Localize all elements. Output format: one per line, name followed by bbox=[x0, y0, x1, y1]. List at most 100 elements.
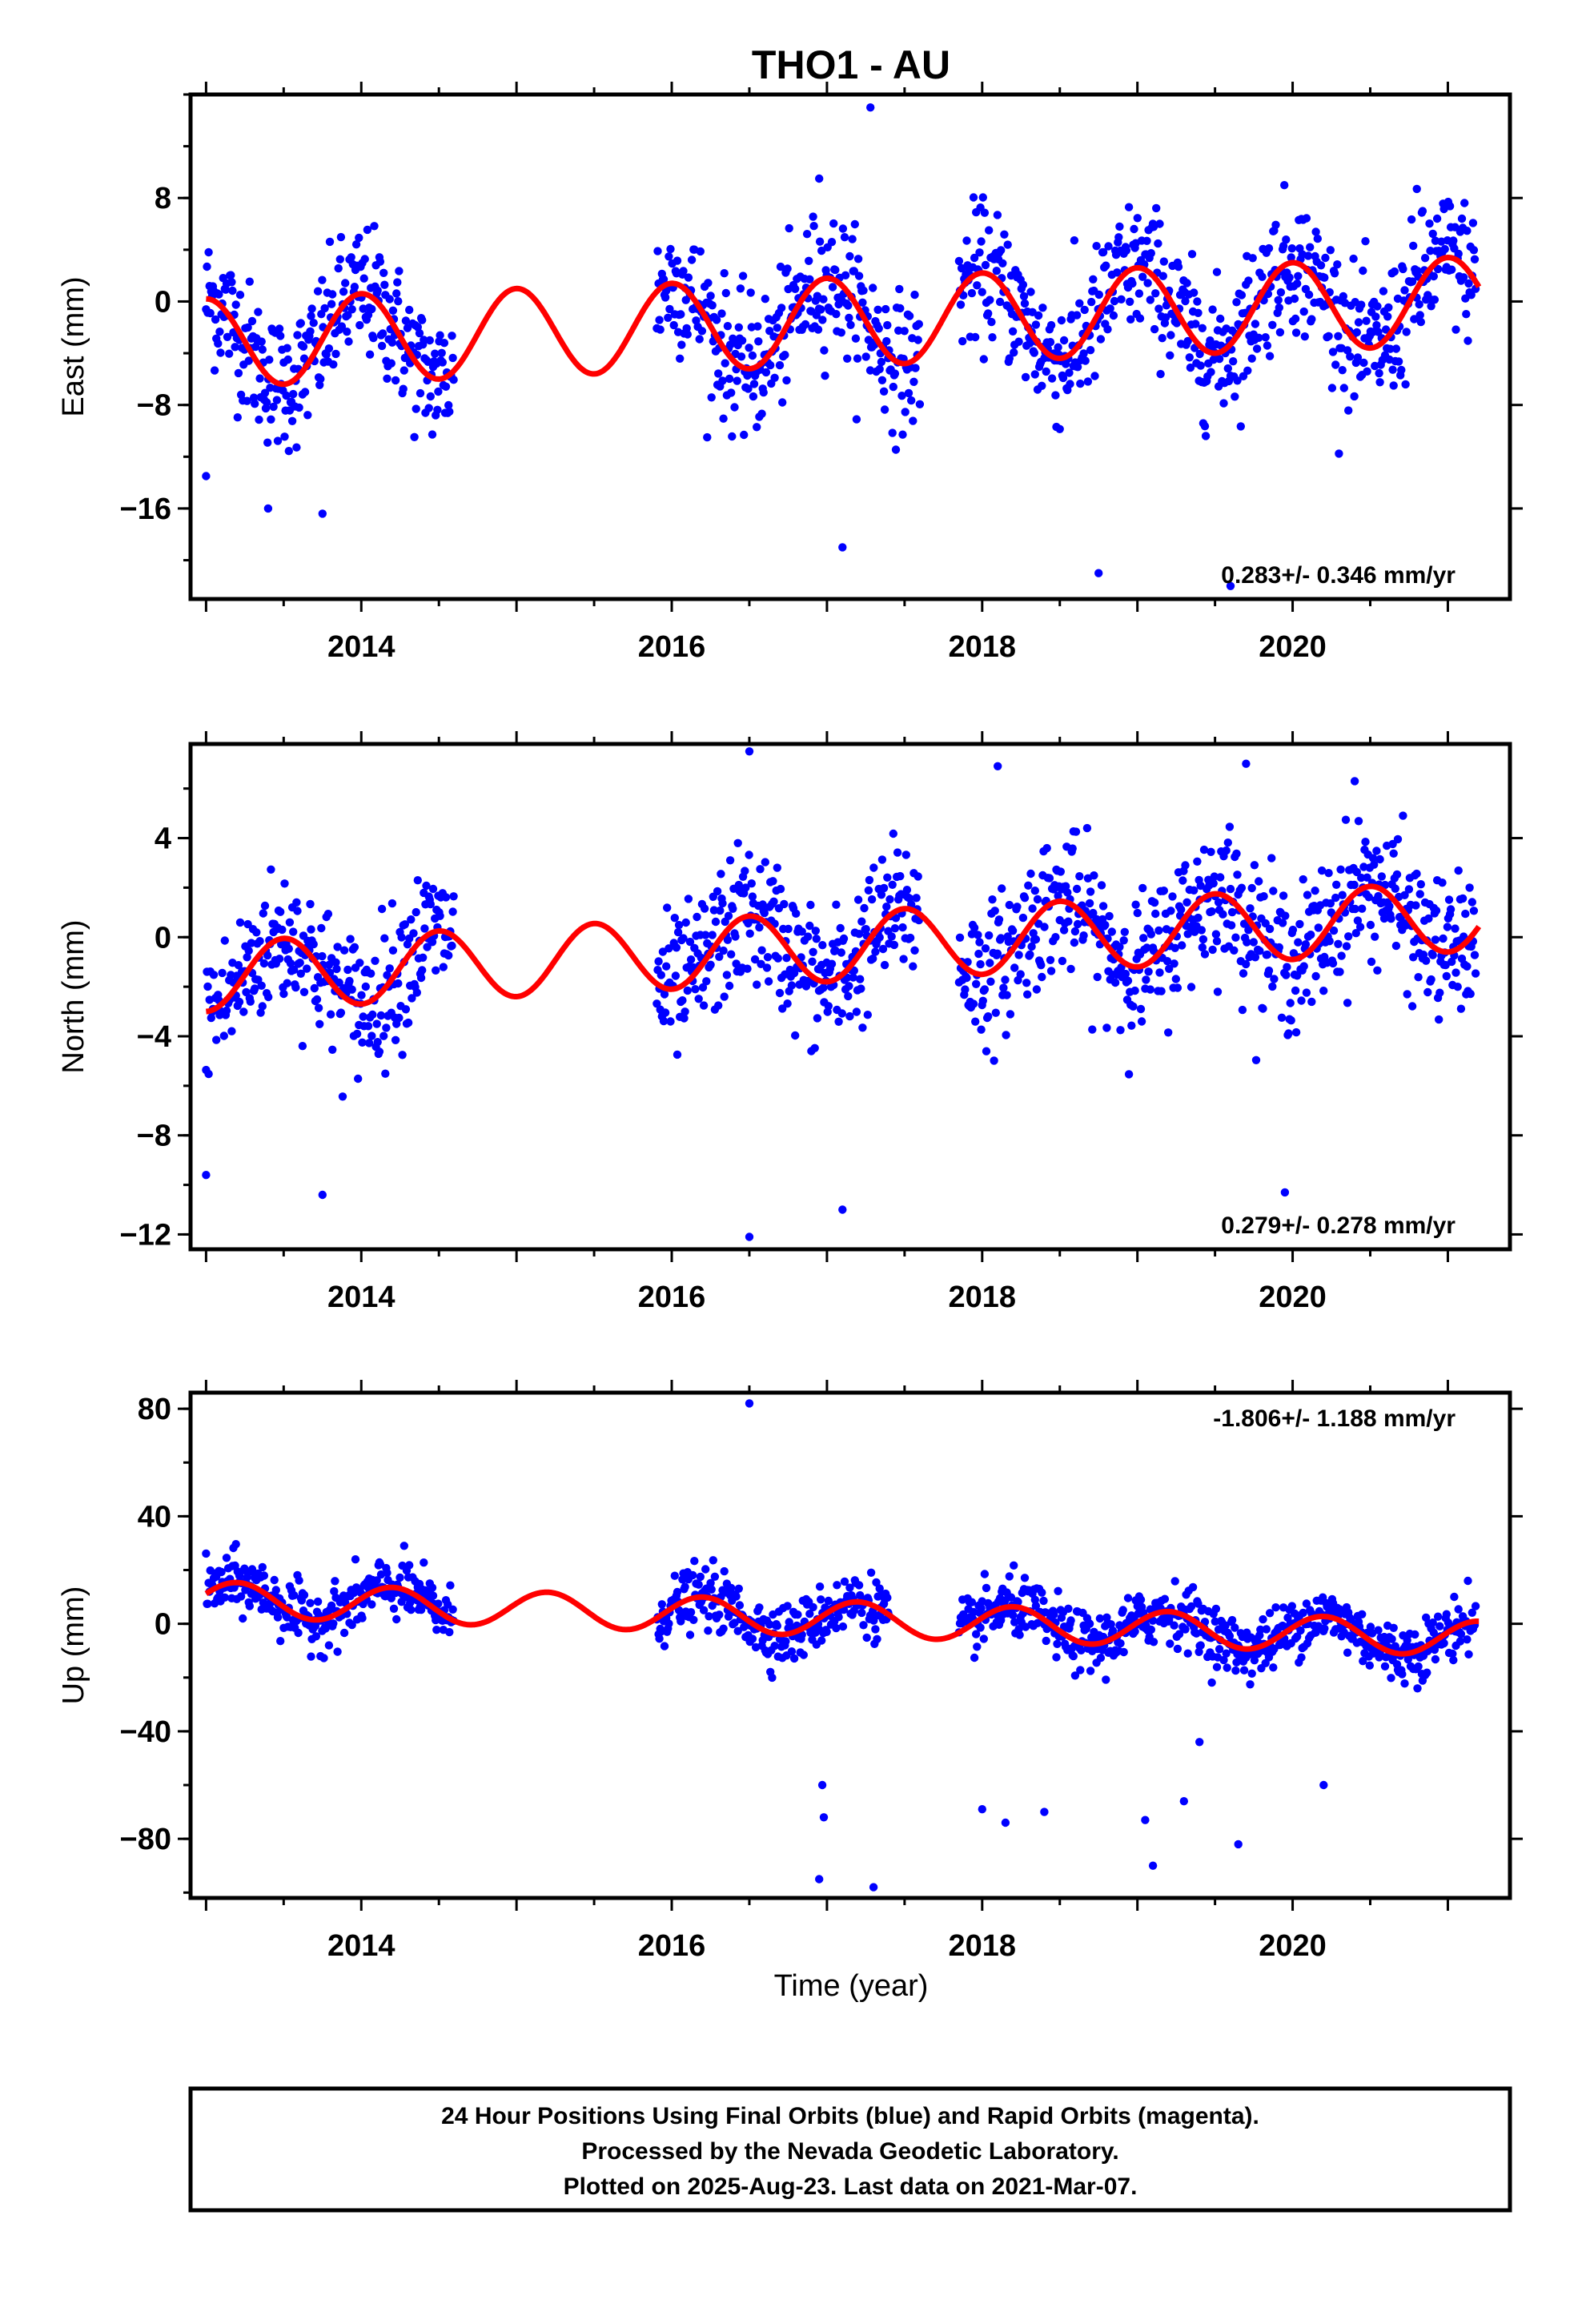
data-point bbox=[294, 1628, 303, 1638]
data-point bbox=[877, 891, 886, 899]
data-point bbox=[432, 1626, 441, 1634]
data-point bbox=[1064, 917, 1073, 926]
data-point bbox=[1033, 895, 1042, 904]
data-point bbox=[325, 237, 335, 247]
data-point bbox=[1055, 424, 1064, 433]
data-point bbox=[1282, 235, 1291, 244]
data-point bbox=[1170, 1577, 1179, 1586]
data-point bbox=[1178, 941, 1186, 950]
data-point bbox=[829, 219, 838, 228]
data-point bbox=[866, 1568, 876, 1578]
data-point bbox=[1420, 254, 1430, 263]
data-point bbox=[1304, 290, 1314, 300]
data-point bbox=[1065, 368, 1074, 377]
data-point bbox=[441, 893, 451, 902]
data-point bbox=[1063, 888, 1072, 897]
data-point bbox=[372, 1576, 381, 1585]
data-point bbox=[278, 925, 287, 935]
data-point bbox=[809, 1602, 817, 1612]
data-point bbox=[738, 271, 748, 280]
data-point bbox=[231, 343, 239, 352]
data-point bbox=[1407, 277, 1417, 286]
data-point bbox=[1211, 1604, 1221, 1614]
data-point bbox=[1102, 1675, 1110, 1684]
y-tick-label: 0 bbox=[155, 921, 171, 955]
data-point bbox=[827, 238, 837, 247]
data-point bbox=[400, 366, 408, 375]
data-point bbox=[662, 962, 671, 971]
data-point bbox=[818, 316, 827, 324]
data-point bbox=[1070, 1671, 1080, 1680]
data-point bbox=[1365, 1661, 1375, 1670]
data-point bbox=[1230, 946, 1239, 955]
outlier-point bbox=[745, 1399, 754, 1408]
data-point bbox=[1177, 905, 1186, 914]
data-point bbox=[999, 983, 1008, 992]
data-point bbox=[867, 895, 877, 904]
data-point bbox=[309, 319, 318, 328]
data-point bbox=[714, 369, 723, 378]
data-point bbox=[1265, 352, 1275, 360]
data-point bbox=[332, 964, 341, 974]
data-point bbox=[958, 336, 967, 346]
data-point bbox=[358, 1038, 367, 1047]
footer-frame bbox=[188, 2086, 1512, 2213]
data-point bbox=[733, 376, 741, 385]
data-point bbox=[1433, 264, 1443, 274]
data-point bbox=[1073, 363, 1082, 372]
data-point bbox=[244, 356, 253, 365]
data-point bbox=[383, 374, 391, 383]
data-point bbox=[905, 312, 914, 320]
data-point bbox=[993, 211, 1002, 219]
data-point bbox=[1077, 1646, 1086, 1655]
data-point bbox=[663, 903, 672, 912]
data-point bbox=[1164, 1028, 1173, 1037]
data-point bbox=[1426, 247, 1435, 255]
data-point bbox=[859, 286, 868, 295]
data-point bbox=[734, 1584, 743, 1594]
data-point bbox=[819, 295, 828, 304]
data-point bbox=[883, 320, 892, 330]
data-point bbox=[880, 960, 889, 970]
data-point bbox=[845, 251, 854, 261]
outlier-point bbox=[318, 1190, 327, 1200]
x-tick-label: 2014 bbox=[327, 630, 396, 664]
data-point bbox=[412, 988, 421, 997]
data-point bbox=[392, 1614, 401, 1624]
data-point bbox=[1371, 932, 1379, 941]
data-point bbox=[257, 337, 266, 346]
data-point bbox=[444, 400, 453, 410]
data-point bbox=[1129, 1002, 1138, 1011]
data-point bbox=[656, 325, 665, 334]
data-point bbox=[371, 956, 379, 966]
data-point bbox=[1101, 920, 1110, 930]
data-point bbox=[380, 934, 389, 943]
data-point bbox=[852, 415, 861, 424]
data-point bbox=[1354, 817, 1363, 826]
data-point bbox=[1171, 975, 1181, 983]
data-point bbox=[911, 364, 920, 372]
data-point bbox=[776, 884, 785, 894]
data-point bbox=[783, 1602, 792, 1610]
data-point bbox=[700, 904, 709, 913]
data-point bbox=[1279, 242, 1288, 251]
data-point bbox=[1081, 356, 1090, 365]
data-point bbox=[203, 1599, 212, 1608]
data-point bbox=[708, 301, 717, 310]
data-point bbox=[1159, 887, 1169, 895]
data-point bbox=[815, 237, 825, 246]
data-point bbox=[343, 965, 352, 975]
data-point bbox=[1320, 273, 1329, 282]
data-point bbox=[1294, 271, 1303, 280]
data-point bbox=[730, 403, 739, 412]
data-point bbox=[1456, 1637, 1465, 1646]
data-point bbox=[1222, 1649, 1231, 1658]
data-point bbox=[1271, 1603, 1280, 1612]
data-point bbox=[1444, 895, 1454, 904]
data-point bbox=[1373, 302, 1382, 311]
data-point bbox=[1471, 969, 1480, 978]
data-point bbox=[1331, 893, 1340, 903]
data-point bbox=[246, 997, 255, 1006]
data-point bbox=[1031, 1602, 1041, 1610]
data-point bbox=[985, 226, 994, 235]
